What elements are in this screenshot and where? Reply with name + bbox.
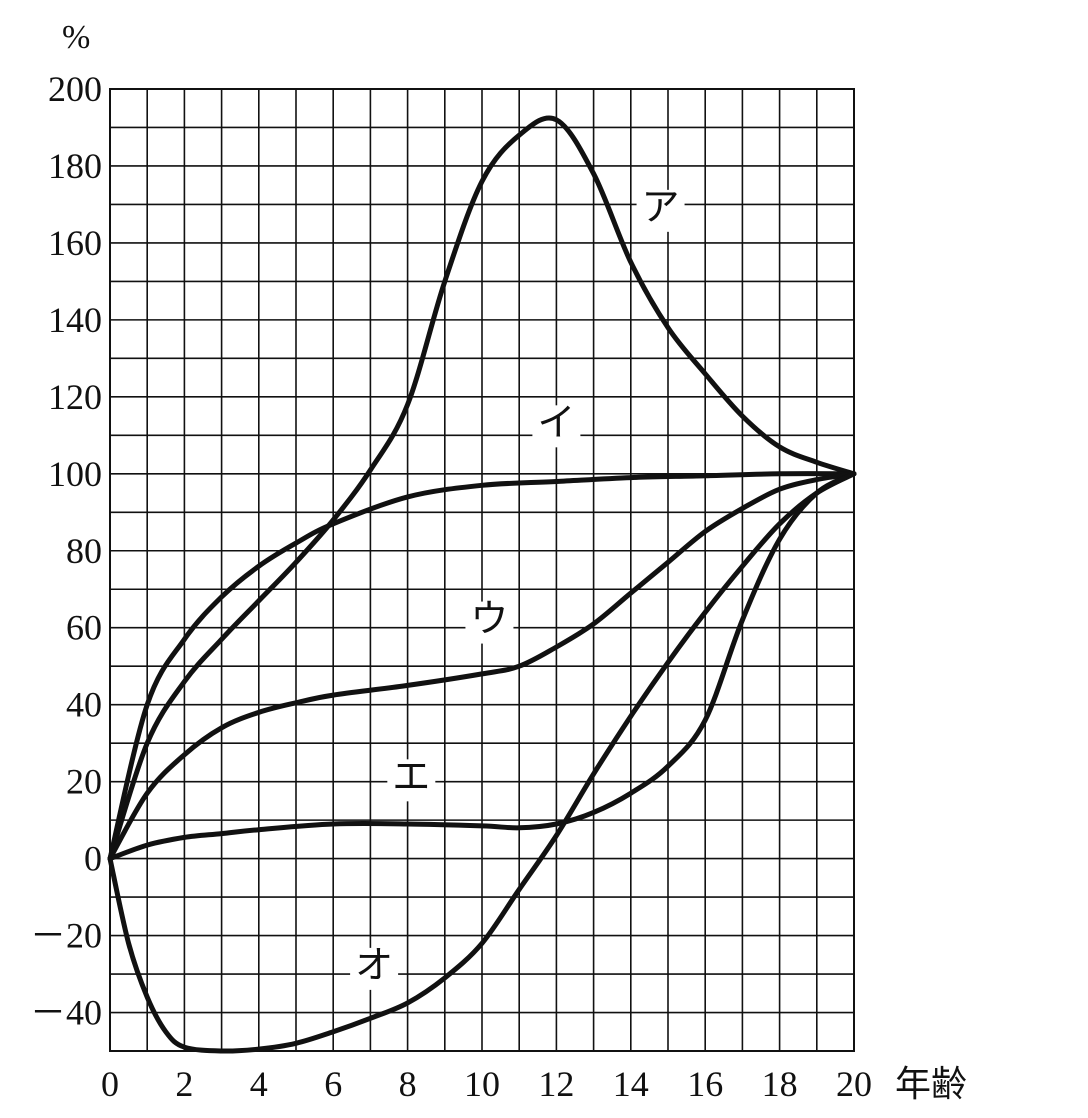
series-line-o [107, 471, 857, 1054]
y-tick-label: 200 [48, 69, 102, 109]
y-tick-label: 60 [66, 608, 102, 648]
series-label-a: ア [642, 185, 680, 229]
y-tick-label: 160 [48, 223, 102, 263]
series-label-o: オ [355, 943, 393, 987]
series-line-e [107, 471, 857, 862]
series-line-i [107, 471, 857, 862]
plot-frame [109, 88, 855, 1052]
series-label-backing [636, 189, 685, 232]
series-label-i: イ [537, 400, 575, 444]
x-axis-label: 年齢 [895, 1064, 967, 1105]
y-tick-label: 40 [66, 685, 102, 725]
x-tick-label: 6 [324, 1064, 342, 1104]
y-tick-label: －20 [30, 916, 102, 956]
y-axis-unit: % [62, 19, 90, 56]
series-label-backing [532, 405, 581, 448]
series-label-backing [465, 601, 514, 644]
series-label-u: ウ [470, 597, 508, 641]
x-tick-label: 8 [399, 1064, 417, 1104]
y-tick-label: 120 [48, 377, 102, 417]
x-tick-label: 10 [464, 1064, 500, 1104]
y-tick-label: －40 [30, 993, 102, 1033]
series-label-backing [350, 947, 399, 990]
y-tick-label: 180 [48, 146, 102, 186]
series-line-a [107, 115, 857, 862]
x-tick-label: 12 [538, 1064, 574, 1104]
y-tick-label: 100 [48, 454, 102, 494]
y-tick-label: 0 [84, 839, 102, 879]
x-tick-label: 20 [836, 1064, 872, 1104]
curves [107, 115, 857, 1054]
series-line-u [107, 471, 857, 862]
y-tick-label: 20 [66, 762, 102, 802]
x-tick-label: 14 [613, 1064, 649, 1104]
x-tick-label: 18 [762, 1064, 798, 1104]
x-tick-labels: 0 2 4 6 8 10 12 14 16 18 20 [101, 1064, 872, 1104]
x-tick-label: 0 [101, 1064, 119, 1104]
x-tick-label: 2 [175, 1064, 193, 1104]
y-tick-label: 140 [48, 300, 102, 340]
x-tick-label: 4 [250, 1064, 268, 1104]
y-tick-label: 80 [66, 531, 102, 571]
series-label-backing [387, 759, 436, 802]
series-label-e: エ [392, 754, 430, 798]
x-tick-label: 16 [687, 1064, 723, 1104]
